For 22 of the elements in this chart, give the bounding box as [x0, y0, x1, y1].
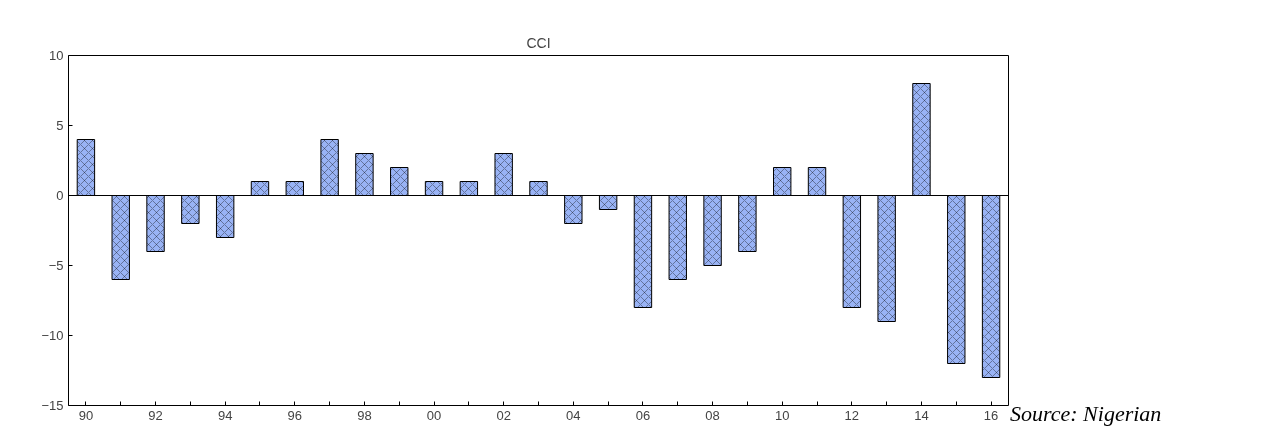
x-tick-label: 04: [566, 407, 581, 423]
x-tick-label: 90: [78, 407, 94, 423]
x-tick-label: 10: [774, 407, 790, 423]
x-tick-label: 14: [914, 407, 929, 423]
y-tick-label: 10: [49, 48, 64, 63]
chart-title: CCI: [526, 34, 551, 51]
x-tick-label: 02: [496, 407, 511, 423]
x-tick-label: 00: [426, 407, 442, 423]
x-tick-label: 12: [844, 407, 860, 423]
source-note: Source: Nigerian: [1010, 400, 1162, 428]
x-tick-label: 96: [287, 407, 303, 423]
x-tick-label: 94: [217, 407, 233, 423]
x-tick-label: 08: [705, 407, 720, 423]
y-tick-label: −15: [41, 398, 64, 413]
y-tick-label: 5: [56, 118, 64, 133]
x-tick-label: 98: [357, 407, 372, 423]
y-tick-label: −10: [41, 328, 64, 343]
x-tick-label: 92: [148, 407, 163, 423]
x-tick-label: 06: [635, 407, 651, 423]
y-tick-label: −5: [48, 258, 64, 273]
x-tick-label: 16: [983, 407, 999, 423]
y-tick-label: 0: [56, 188, 64, 203]
